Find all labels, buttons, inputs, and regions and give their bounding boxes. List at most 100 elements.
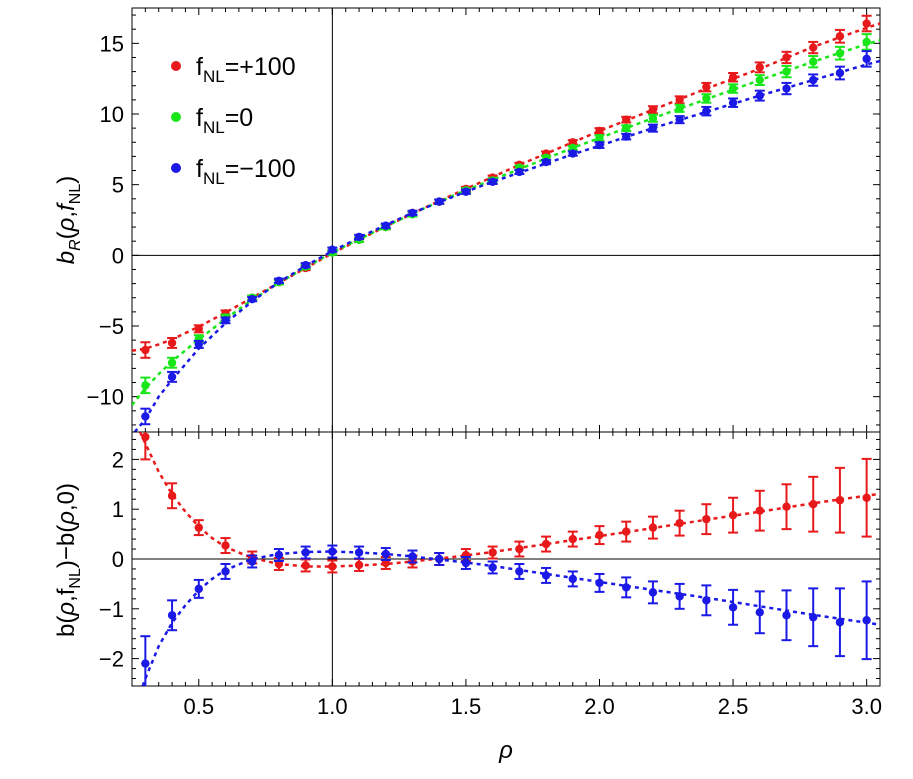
top-data-point [782, 53, 791, 62]
top-data-point [622, 132, 631, 141]
bottom-data-point [167, 611, 177, 620]
bottom-data-point [488, 548, 497, 557]
top-data-point [541, 157, 551, 167]
bottom-y-tick-label: 1 [112, 497, 124, 522]
top-data-point [167, 338, 177, 348]
bottom-panel: −2 −1 0 1 2 0.5 1.0 1.5 2.0 2.5 3.0 b(ρ,fNL)−b(ρ,… [53, 431, 882, 764]
top-y-tick-label: −5 [99, 314, 124, 339]
top-data-point [515, 167, 524, 177]
bottom-data-point [461, 558, 471, 568]
x-tick-label: 3.0 [851, 694, 882, 719]
bottom-data-point [862, 493, 871, 502]
bottom-data-point [702, 596, 711, 605]
bottom-data-point [141, 432, 150, 442]
bottom-data-point [648, 523, 658, 532]
top-y-tick-label: 0 [112, 243, 124, 268]
bottom-fit-line [138, 432, 880, 568]
top-data-point [648, 123, 658, 133]
top-data-point [141, 381, 150, 390]
bottom-series-0 [138, 432, 880, 574]
top-data-point [755, 75, 764, 85]
bottom-data-point [301, 548, 310, 557]
bottom-data-point [622, 527, 631, 536]
top-data-point [675, 115, 684, 124]
top-data-point [435, 197, 444, 206]
top-y-tick-label: −10 [87, 385, 124, 410]
top-data-point [835, 49, 845, 58]
legend-marker [171, 61, 181, 71]
bottom-data-point [248, 557, 257, 566]
top-y-tick-labels: −10 −5 0 5 10 15 [87, 31, 124, 409]
x-tick-label: 0.5 [183, 694, 214, 719]
bottom-y-tick-label: −2 [99, 647, 124, 672]
top-data-point [782, 84, 791, 93]
bottom-reference-lines [132, 432, 880, 686]
bottom-data-point [354, 560, 364, 570]
bottom-y-tick-label: 2 [112, 447, 124, 472]
bottom-data-point [862, 616, 871, 625]
top-data-point [702, 106, 711, 116]
top-data-point [622, 123, 631, 133]
bottom-data-point [488, 563, 497, 572]
top-data-point [648, 114, 658, 123]
bottom-data-point [568, 534, 577, 544]
bottom-data-point [435, 554, 444, 564]
top-data-point [862, 54, 871, 64]
bottom-data-point [381, 549, 390, 559]
top-data-point [488, 177, 497, 187]
top-data-point [595, 140, 604, 150]
bottom-data-point [755, 608, 764, 617]
bottom-data-point [675, 592, 684, 601]
x-tick-label: 1.0 [317, 694, 348, 719]
top-data-point [862, 19, 871, 28]
bottom-data-point [835, 496, 845, 505]
bottom-y-tick-label: 0 [112, 547, 124, 572]
top-data-point [675, 104, 684, 113]
top-data-point [782, 67, 791, 76]
legend-label: fNL=0 [196, 104, 253, 137]
bottom-data-point [702, 514, 711, 524]
bottom-data-point [408, 552, 417, 561]
top-data-point [141, 345, 150, 355]
bottom-data-point [515, 544, 524, 554]
x-tick-label: 2.5 [718, 694, 749, 719]
top-y-tick-label: 5 [112, 173, 124, 198]
top-data-point [755, 91, 764, 100]
legend-marker [171, 112, 181, 122]
top-data-point [809, 75, 818, 85]
top-data-point [461, 187, 471, 196]
top-data-point [648, 105, 658, 114]
top-reference-lines [132, 8, 880, 432]
top-data-point [141, 412, 150, 421]
bottom-data-point [782, 611, 791, 620]
top-plot-area [132, 14, 880, 432]
bottom-data-point [728, 603, 738, 612]
bottom-data-point [221, 567, 230, 576]
bottom-y-axis-label: b(ρ,fNL)−b(ρ,0) [53, 483, 84, 637]
top-data-point [274, 276, 284, 285]
bottom-data-point [595, 578, 604, 588]
top-data-point [755, 63, 764, 72]
top-data-point [622, 115, 631, 124]
bottom-data-point [141, 659, 150, 668]
top-data-point [809, 43, 818, 52]
top-panel: −10 −5 0 5 10 15 bR(ρ,fNL) fNL=+100 fNL=0 fNL=−… [53, 7, 881, 433]
top-data-point [862, 37, 871, 47]
legend-label: fNL=+100 [196, 53, 296, 86]
top-data-point [809, 57, 818, 66]
bottom-ticks [131, 432, 881, 686]
legend-label: fNL=−100 [196, 155, 296, 188]
top-data-point [835, 68, 845, 78]
top-data-point [301, 261, 310, 270]
top-data-point [568, 149, 577, 158]
bottom-data-point [541, 571, 551, 580]
top-data-point [595, 126, 604, 136]
bottom-data-point [782, 502, 791, 511]
top-y-tick-label: 15 [100, 31, 124, 56]
top-y-tick-label: 10 [100, 102, 124, 127]
bottom-data-point [835, 618, 845, 627]
bottom-data-point [675, 518, 684, 528]
legend: fNL=+100 fNL=0 fNL=−100 [171, 53, 296, 188]
bottom-data-point [301, 561, 310, 570]
